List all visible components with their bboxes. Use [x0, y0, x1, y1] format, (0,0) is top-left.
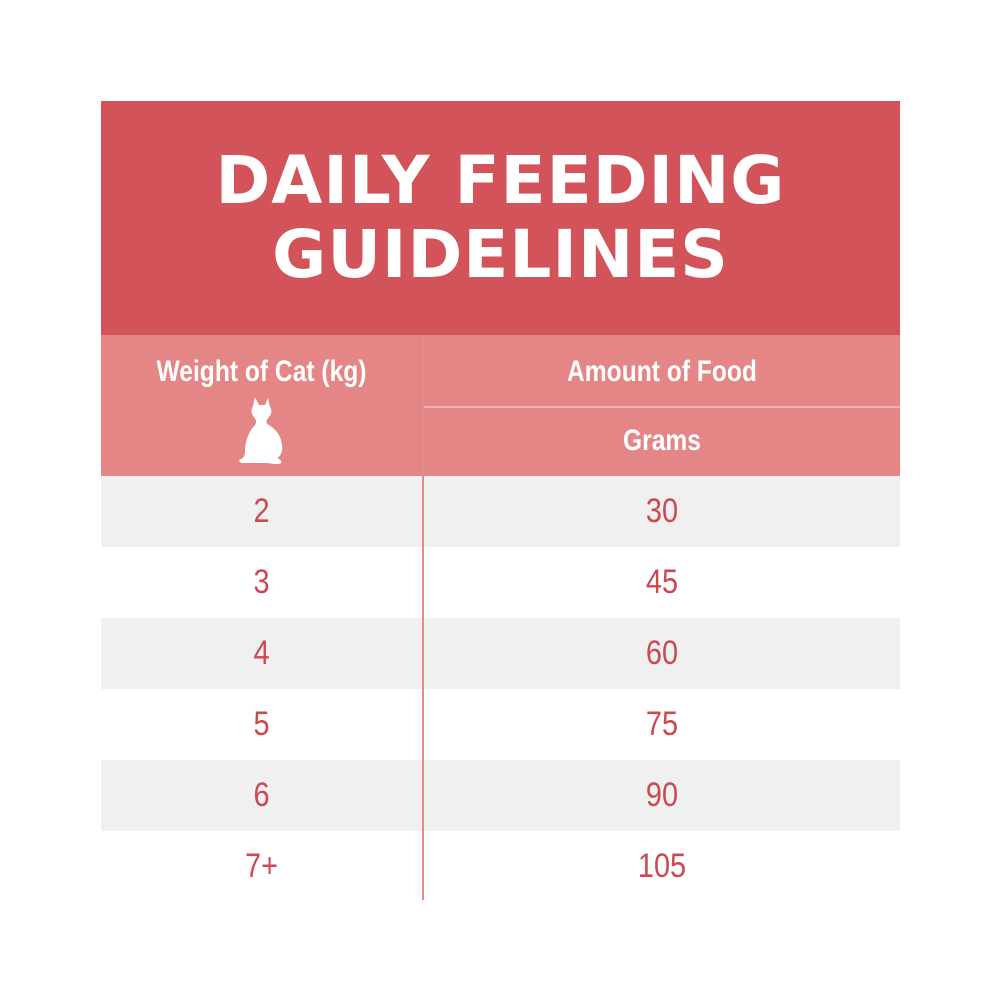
- feeding-guidelines-card: DAILY FEEDING GUIDELINES Weight of Cat (…: [101, 101, 900, 902]
- weight-cell: 7+: [245, 847, 278, 885]
- weight-cell: 6: [253, 776, 270, 814]
- table-row: 3 45: [101, 547, 900, 618]
- header-unit: Grams: [623, 424, 701, 457]
- amount-cell: 60: [645, 634, 679, 672]
- cat-silhouette-icon: [239, 397, 283, 465]
- weight-cell: 4: [253, 634, 270, 672]
- table-row: 2 30: [101, 476, 900, 547]
- column-divider: [422, 335, 424, 900]
- title-line-1: DAILY FEEDING: [215, 142, 786, 219]
- weight-cell: 5: [253, 705, 270, 743]
- header-subdivider: [424, 406, 900, 408]
- title-line-2: GUIDELINES: [272, 216, 729, 293]
- amount-cell: 105: [637, 847, 687, 885]
- weight-cell: 2: [253, 492, 270, 530]
- weight-cell: 3: [253, 563, 270, 601]
- table-header: [101, 335, 900, 476]
- amount-cell: 75: [645, 705, 679, 743]
- header-weight: Weight of Cat (kg): [156, 355, 367, 388]
- amount-cell: 45: [645, 563, 679, 601]
- amount-cell: 90: [645, 776, 679, 814]
- table-row: 7+ 105: [101, 831, 900, 902]
- title-banner: DAILY FEEDING GUIDELINES: [101, 101, 900, 335]
- table-row: 5 75: [101, 689, 900, 760]
- table-row: 6 90: [101, 760, 900, 831]
- header-amount: Amount of Food: [567, 355, 757, 388]
- amount-cell: 30: [645, 492, 679, 530]
- table-body: 2 30 3 45 4 60 5 75 6 90 7+ 105: [101, 476, 900, 902]
- table-row: 4 60: [101, 618, 900, 689]
